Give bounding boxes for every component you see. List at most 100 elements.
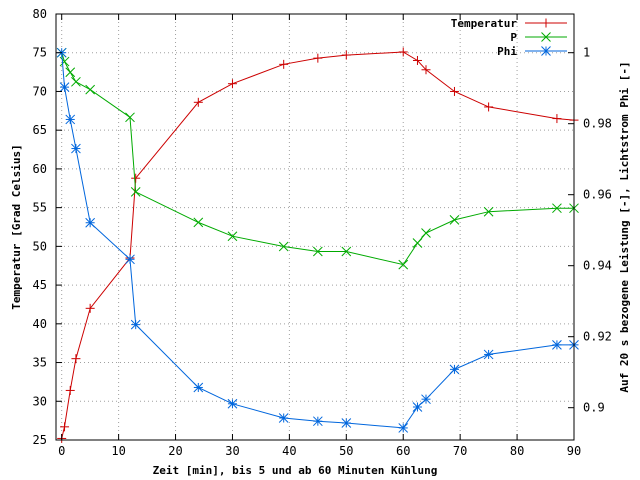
legend-label: Phi	[497, 45, 517, 58]
legend-label: P	[510, 31, 517, 44]
y-tick-label: 45	[33, 278, 47, 292]
x-axis: 0 10 20 30 40 50 60 70 80 90	[58, 14, 581, 458]
y2-tick-label: 0.9	[583, 401, 605, 415]
data-point	[449, 86, 459, 96]
series-temperatur	[57, 47, 579, 443]
y-tick-label: 80	[33, 7, 47, 21]
y-axis-right: 0.9 0.92 0.94 0.96 0.98 1	[568, 46, 612, 415]
data-point	[130, 187, 141, 197]
data-point	[65, 67, 76, 78]
y-tick-label: 25	[33, 433, 47, 447]
data-point	[421, 228, 431, 238]
data-point	[130, 319, 141, 330]
y-tick-label: 65	[33, 123, 47, 137]
y-tick-label: 40	[33, 317, 47, 331]
x-tick-label: 80	[510, 444, 524, 458]
data-point	[125, 112, 135, 123]
data-point	[278, 413, 289, 423]
series-phi	[56, 47, 579, 433]
grid-lines	[56, 13, 575, 441]
legend-item-temperatur: Temperatur	[451, 17, 567, 30]
x-tick-label: 90	[567, 444, 581, 458]
data-point	[449, 215, 460, 225]
data-point	[421, 65, 431, 75]
data-point	[483, 349, 494, 360]
y-tick-label: 60	[33, 162, 47, 176]
data-point	[552, 114, 562, 124]
data-point	[341, 246, 352, 257]
data-point	[85, 217, 96, 228]
data-point	[312, 416, 323, 427]
x-tick-label: 0	[58, 444, 65, 458]
data-point	[398, 259, 409, 270]
x-tick-label: 50	[339, 444, 353, 458]
legend-marker	[541, 46, 551, 56]
x-axis-label: Zeit [min], bis 5 und ab 60 Minuten Kühl…	[153, 464, 438, 477]
data-point	[313, 53, 323, 63]
data-point	[65, 385, 75, 395]
y2-tick-label: 0.98	[583, 117, 612, 131]
series-layer	[56, 47, 579, 443]
data-point	[483, 206, 494, 217]
y2-tick-label: 0.96	[583, 188, 612, 202]
y-tick-label: 35	[33, 356, 47, 370]
data-point	[279, 59, 289, 69]
data-point	[193, 217, 204, 228]
data-point	[341, 50, 351, 60]
legend-label: Temperatur	[451, 17, 518, 30]
series-line	[61, 52, 574, 429]
data-point	[193, 97, 203, 107]
legend-marker	[541, 18, 551, 28]
data-point	[412, 55, 422, 65]
y-tick-label: 75	[33, 46, 47, 60]
data-point	[71, 143, 81, 154]
data-point	[71, 76, 81, 87]
data-point	[421, 394, 431, 405]
y-tick-label: 50	[33, 239, 47, 253]
data-point	[59, 56, 70, 67]
x-tick-label: 10	[111, 444, 125, 458]
series-line	[61, 52, 574, 266]
y2-tick-label: 0.94	[583, 259, 612, 273]
series-p	[56, 47, 579, 270]
series-line	[61, 51, 575, 439]
x-tick-label: 70	[453, 444, 467, 458]
data-point	[552, 340, 562, 350]
data-point	[85, 303, 95, 313]
y-tick-label: 70	[33, 84, 47, 98]
data-point	[449, 364, 460, 375]
data-point	[71, 354, 81, 364]
data-point	[278, 241, 289, 252]
data-point	[412, 402, 423, 412]
y2-tick-label: 1	[583, 46, 590, 60]
data-point	[65, 114, 76, 125]
data-point	[193, 382, 204, 393]
data-point	[412, 238, 423, 248]
data-point	[125, 254, 135, 265]
y-tick-label: 30	[33, 394, 47, 408]
y-axis-label: Temperatur [Grad Celsius]	[10, 144, 23, 310]
data-point	[227, 398, 238, 409]
data-point	[59, 82, 70, 92]
data-point	[484, 102, 494, 112]
legend-item-p: P	[510, 31, 567, 44]
x-tick-label: 30	[225, 444, 239, 458]
legend-marker	[541, 32, 551, 42]
data-point	[552, 203, 562, 214]
y-tick-label: 55	[33, 201, 47, 215]
data-point	[312, 246, 323, 257]
x-tick-label: 60	[396, 444, 410, 458]
x-tick-label: 40	[282, 444, 296, 458]
data-point	[398, 47, 408, 57]
data-point	[341, 418, 352, 428]
data-point	[227, 79, 237, 89]
data-point	[131, 173, 141, 183]
data-point	[85, 84, 96, 95]
x-tick-label: 20	[168, 444, 182, 458]
data-point	[227, 231, 238, 242]
data-point	[60, 422, 70, 432]
y2-axis-label: Auf 20 s bezogene Leistung [-], Lichtstr…	[618, 61, 631, 392]
y-axis-left: 25 30 35 40 45 50 55 60 65 70 75 80	[33, 7, 62, 447]
